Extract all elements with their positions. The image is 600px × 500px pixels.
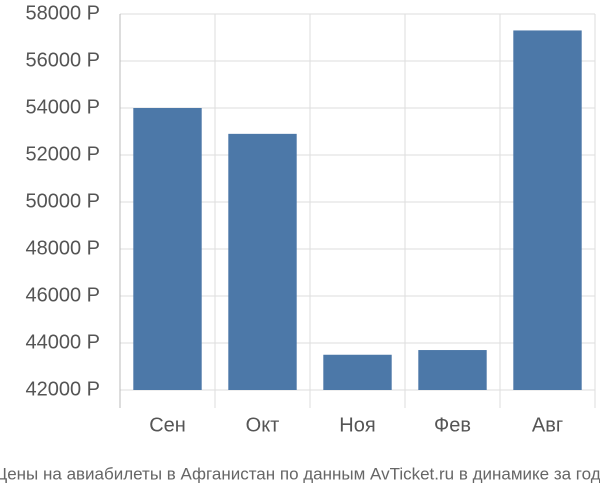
x-tick-label: Авг: [532, 414, 563, 436]
x-tick-label: Фев: [434, 414, 471, 436]
x-tick-label: Окт: [246, 414, 280, 436]
y-tick-label: 56000 Р: [25, 49, 100, 71]
y-tick-label: 48000 Р: [25, 237, 100, 259]
bar: [228, 133, 297, 390]
y-tick-label: 58000 Р: [25, 2, 100, 24]
y-tick-label: 42000 Р: [25, 378, 100, 400]
y-tick-label: 44000 Р: [25, 331, 100, 353]
y-tick-label: 46000 Р: [25, 284, 100, 306]
y-tick-label: 50000 Р: [25, 190, 100, 212]
x-tick-label: Сен: [149, 414, 186, 436]
bar: [418, 350, 487, 390]
chart-caption: Цены на авиабилеты в Афганистан по данны…: [0, 464, 600, 483]
y-tick-label: 52000 Р: [25, 143, 100, 165]
bar: [323, 354, 392, 390]
bar: [133, 108, 202, 390]
y-tick-label: 54000 Р: [25, 96, 100, 118]
bar: [513, 30, 582, 390]
x-tick-label: Ноя: [339, 414, 375, 436]
